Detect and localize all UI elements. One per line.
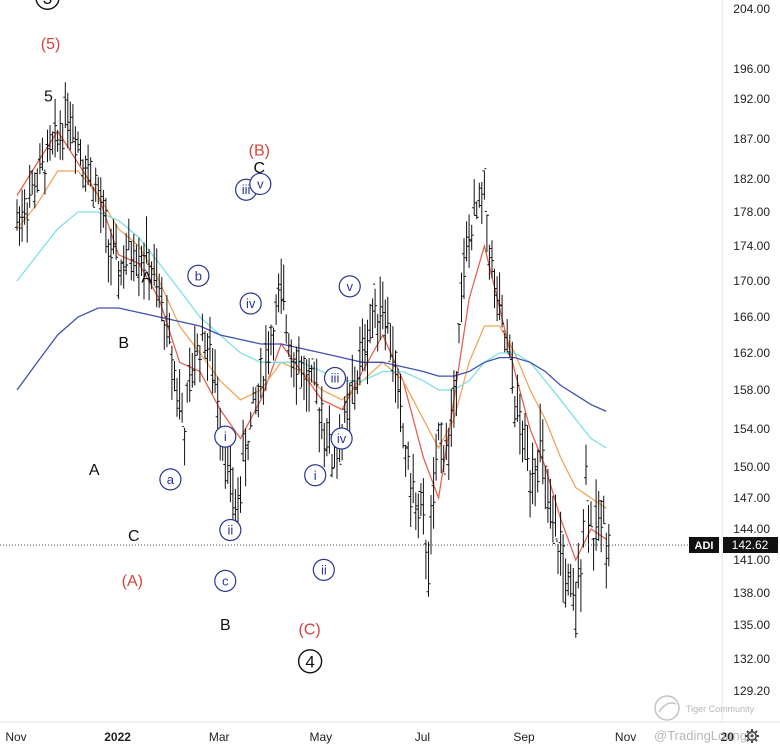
y-tick-label: 158.00: [733, 383, 770, 397]
svg-text:i: i: [314, 468, 317, 483]
y-tick-label: 192.00: [733, 92, 770, 106]
svg-text:3: 3: [43, 0, 52, 8]
x-tick-label: Sep: [513, 730, 535, 744]
svg-text:4: 4: [305, 652, 314, 671]
last-price-label: 142.62: [732, 538, 769, 552]
y-tick-label: 150.00: [733, 460, 770, 474]
svg-text:b: b: [195, 268, 202, 283]
svg-text:iv: iv: [337, 431, 347, 446]
y-tick-label: 138.00: [733, 586, 770, 600]
svg-text:v: v: [257, 176, 264, 191]
ticker-label: ADI: [695, 540, 714, 552]
gear-icon[interactable]: [745, 729, 759, 743]
price-bars: [15, 82, 611, 638]
x-tick-label: 20: [721, 730, 735, 744]
svg-text:iii: iii: [331, 370, 340, 385]
wave-label-minor: a: [159, 468, 182, 491]
wave-label-intermediate: A: [141, 270, 152, 287]
wave-label-primary: (C): [298, 621, 320, 638]
y-tick-label: 204.00: [733, 2, 770, 16]
wave-label-intermediate: B: [220, 617, 231, 634]
y-tick-label: 166.00: [733, 310, 770, 324]
y-tick-label: 182.00: [733, 172, 770, 186]
svg-text:ii: ii: [227, 523, 233, 538]
y-tick-label: 187.00: [733, 132, 770, 146]
wave-label-minor: ii: [219, 518, 242, 542]
svg-text:iii: iii: [242, 182, 251, 197]
wave-label-minor: ii: [312, 558, 335, 582]
wave-label-minor: i: [304, 464, 327, 487]
watermark-brand: Tiger Community: [686, 704, 755, 714]
y-tick-label: 174.00: [733, 239, 770, 253]
wave-label-primary: (5): [41, 36, 61, 53]
wave-label-minor: b: [187, 264, 210, 287]
wave-label-intermediate: 5: [44, 88, 53, 105]
wave-label-minor: iv: [330, 427, 353, 450]
wave-label-intermediate: B: [118, 335, 129, 352]
y-tick-label: 178.00: [733, 205, 770, 219]
x-tick-label: Nov: [615, 730, 636, 744]
svg-text:iv: iv: [246, 296, 256, 311]
y-tick-label: 170.00: [733, 274, 770, 288]
moving-average-line: [16, 129, 607, 562]
wave-label-intermediate: C: [128, 528, 140, 545]
wave-label-minor: v: [249, 172, 272, 196]
wave-labels: 3(5)5ABAC(A)abiiicBiiiivv(B)Ciii(C)4iiii…: [35, 0, 361, 674]
price-badge: [723, 537, 778, 553]
y-tick-label: 132.00: [733, 652, 770, 666]
wave-label-minor: iv: [239, 292, 262, 315]
wave-label-minor: iii: [323, 366, 347, 390]
price-axis[interactable]: 204.00 196.00 192.00 187.00 182.00 178.00 174.…: [733, 2, 770, 698]
svg-text:ii: ii: [321, 562, 327, 577]
wave-label-cycle: 4: [297, 649, 323, 674]
y-tick-label: 141.00: [733, 553, 770, 567]
wave-label-minor: i: [214, 425, 237, 448]
ohlc-bars: [15, 82, 611, 638]
x-tick-label: 2022: [104, 730, 131, 744]
watermark: Tiger Community @TradingLounge: [654, 695, 755, 743]
ticker-badge: [689, 537, 719, 553]
x-tick-label: Nov: [5, 730, 26, 744]
last-price-badge: ADI 142.62: [689, 537, 778, 553]
wave-label-minor: v: [338, 275, 361, 298]
x-tick-label: Jul: [415, 730, 430, 744]
moving-average-line: [16, 307, 607, 412]
wave-label-cycle: 3: [35, 0, 60, 10]
watermark-logo-icon: [654, 695, 680, 721]
y-tick-label: 144.00: [733, 522, 770, 536]
svg-text:v: v: [346, 279, 353, 294]
x-tick-label: Mar: [209, 730, 230, 744]
watermark-handle: @TradingLounge: [654, 728, 754, 743]
y-tick-label: 154.00: [733, 422, 770, 436]
wave-label-primary: (B): [249, 142, 270, 159]
time-axis[interactable]: Nov 2022 Mar May Jul Sep Nov 20: [5, 730, 734, 744]
wave-label-intermediate: A: [89, 462, 100, 479]
y-tick-label: 162.00: [733, 346, 770, 360]
wave-label-minor: c: [214, 569, 237, 593]
svg-text:c: c: [222, 573, 229, 588]
y-tick-label: 135.00: [733, 618, 770, 632]
svg-text:a: a: [167, 472, 175, 487]
svg-text:i: i: [224, 429, 227, 444]
x-tick-label: May: [309, 730, 332, 744]
moving-average-line: [16, 170, 607, 509]
wave-label-primary: (A): [122, 573, 143, 590]
wave-label-intermediate: C: [254, 160, 266, 177]
y-tick-label: 147.00: [733, 491, 770, 505]
y-tick-label: 129.20: [733, 684, 770, 698]
y-tick-label: 196.00: [733, 62, 770, 76]
